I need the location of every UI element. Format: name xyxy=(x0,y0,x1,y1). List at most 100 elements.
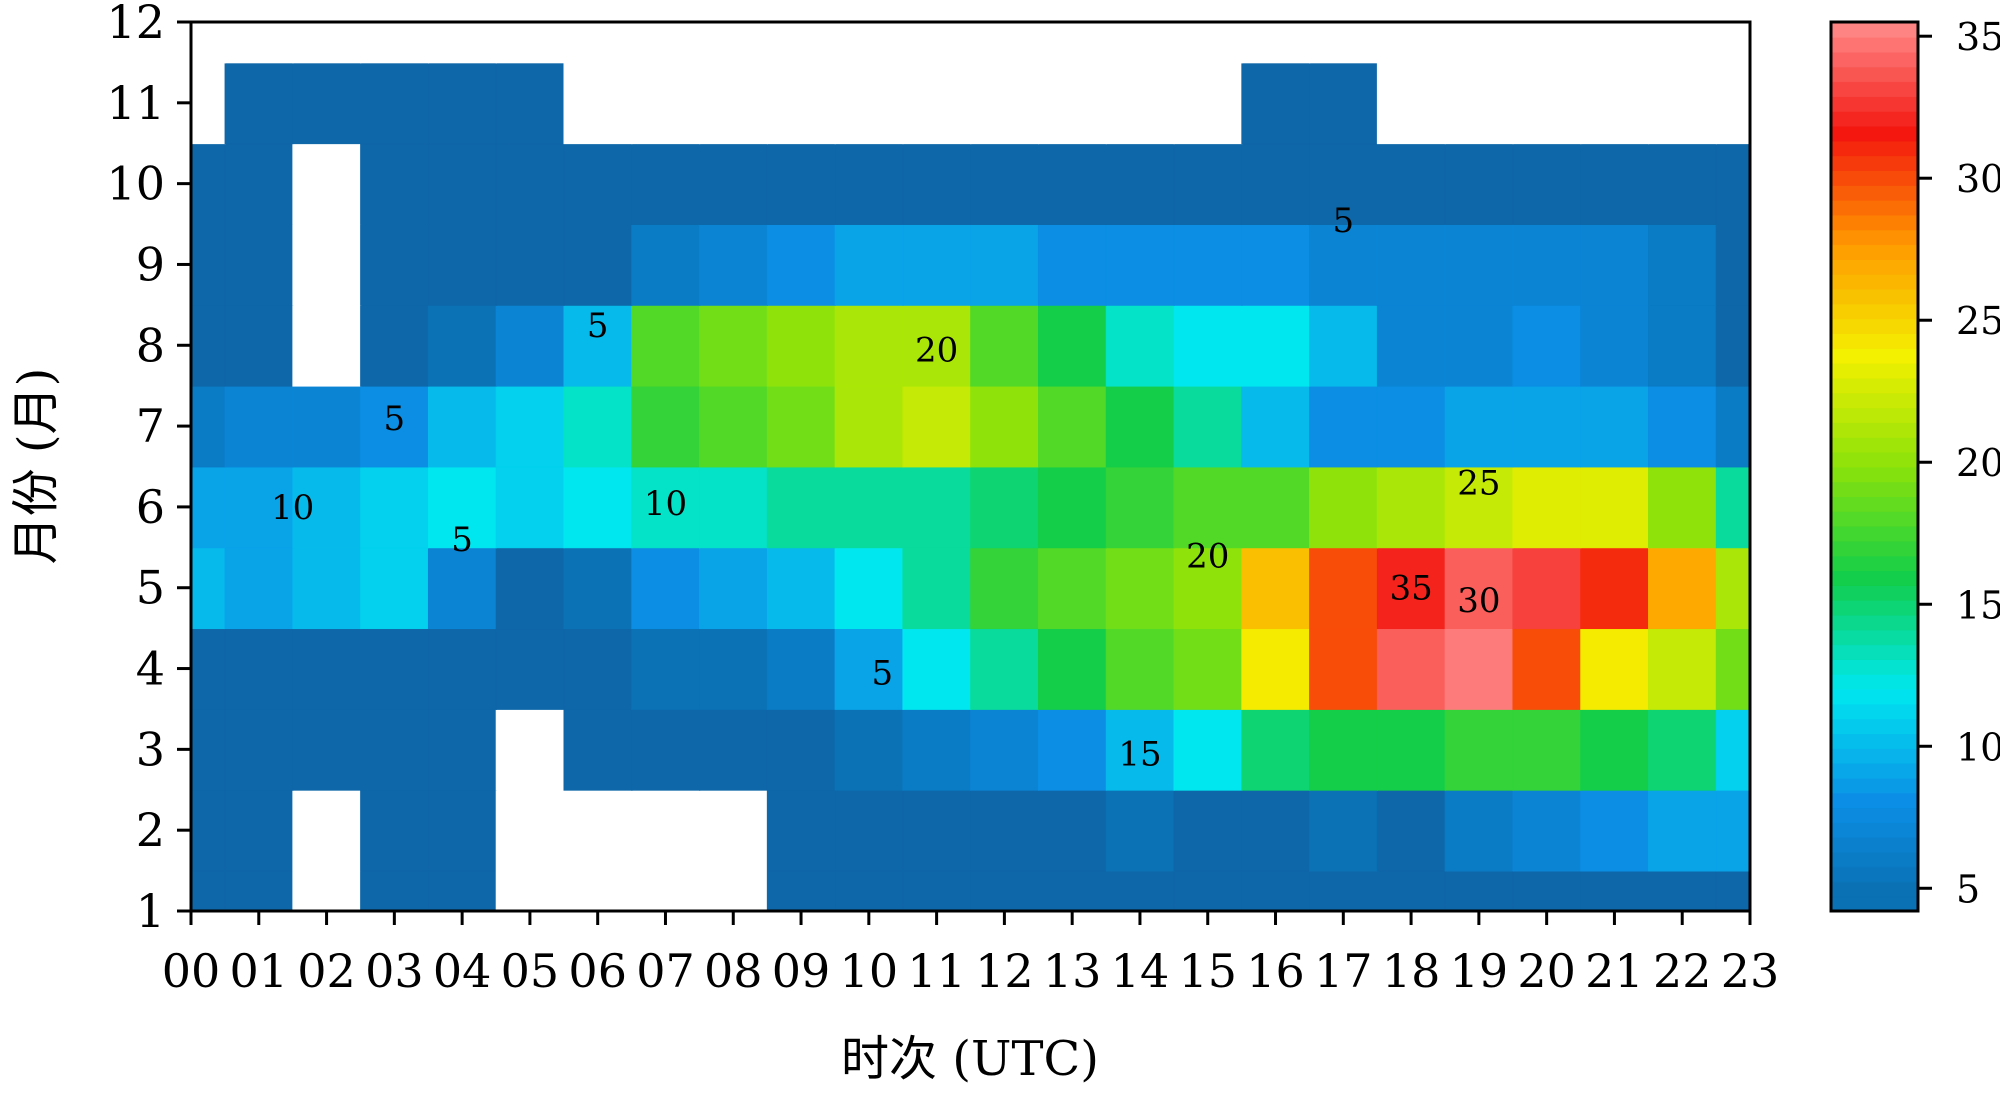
colorbar-tick-label: 30 xyxy=(1956,157,2000,201)
colorbar-band xyxy=(1830,866,1919,883)
heatmap-cell xyxy=(1173,62,1243,145)
heatmap-cell xyxy=(1173,385,1243,468)
heatmap-cell xyxy=(1376,870,1446,911)
heatmap-cell xyxy=(1512,547,1582,630)
heatmap-cell xyxy=(1512,708,1582,791)
heatmap-cell xyxy=(360,304,430,387)
y-tick-label: 1 xyxy=(136,884,165,938)
heatmap-cell xyxy=(834,870,904,911)
heatmap-cell xyxy=(766,708,836,791)
x-tick-label: 23 xyxy=(1721,944,1780,998)
heatmap-cell xyxy=(1105,62,1175,145)
colorbar-band xyxy=(1830,377,1919,394)
heatmap-cell xyxy=(1444,304,1514,387)
heatmap-cells xyxy=(191,22,1750,911)
heatmap-cell xyxy=(1241,547,1311,630)
colorbar-band xyxy=(1830,421,1919,438)
heatmap-cell xyxy=(1309,627,1379,710)
heatmap-cell xyxy=(970,22,1040,64)
heatmap-cell xyxy=(1173,547,1243,630)
heatmap-cell xyxy=(495,62,565,145)
colorbar-band xyxy=(1830,303,1919,320)
colorbar-band xyxy=(1830,155,1919,172)
contour-label: 35 xyxy=(1389,569,1432,609)
colorbar-band xyxy=(1830,214,1919,231)
heatmap-cell xyxy=(1444,547,1514,630)
heatmap-cell xyxy=(1241,142,1311,225)
heatmap-cell xyxy=(834,304,904,387)
y-tick-label: 8 xyxy=(136,318,165,372)
heatmap-cell xyxy=(563,870,633,911)
colorbar-band xyxy=(1830,199,1919,216)
y-tick-label: 11 xyxy=(106,76,165,130)
heatmap-cell xyxy=(191,466,226,549)
heatmap-cell xyxy=(191,62,226,145)
x-tick-label: 02 xyxy=(297,944,356,998)
heatmap-cell xyxy=(1580,385,1650,468)
colorbar-band xyxy=(1830,777,1919,794)
heatmap-cell xyxy=(1444,466,1514,549)
heatmap-cell xyxy=(902,466,972,549)
heatmap-cell xyxy=(1376,304,1446,387)
heatmap-cell xyxy=(563,789,633,872)
heatmap-cell xyxy=(1648,627,1718,710)
heatmap-cell xyxy=(631,22,701,64)
heatmap-cell xyxy=(563,223,633,306)
heatmap-cell xyxy=(699,466,769,549)
heatmap-cell xyxy=(902,789,972,872)
heatmap-cell xyxy=(1241,62,1311,145)
contour-labels: 5 5 5 5 5 10 10 20 20 15 25 35 30 xyxy=(271,201,1500,774)
heatmap-cell xyxy=(427,142,497,225)
colorbar-tick-label: 25 xyxy=(1956,299,2000,343)
heatmap-cell xyxy=(191,223,226,306)
heatmap-cell xyxy=(631,466,701,549)
heatmap-cell xyxy=(970,304,1040,387)
heatmap-cell xyxy=(1173,22,1243,64)
heatmap-cell xyxy=(1512,870,1582,911)
y-tick-label: 10 xyxy=(106,157,165,211)
heatmap-cell xyxy=(1037,62,1107,145)
heatmap-cell xyxy=(1037,466,1107,549)
heatmap-cell xyxy=(902,627,972,710)
colorbar: 5 10 15 20 25 30 35 xyxy=(1829,15,2000,913)
heatmap-cell xyxy=(1105,304,1175,387)
y-tick-label: 7 xyxy=(136,399,165,453)
heatmap-cell xyxy=(834,223,904,306)
heatmap-cell xyxy=(1241,708,1311,791)
heatmap-cell xyxy=(224,22,294,64)
heatmap-cell xyxy=(1580,708,1650,791)
heatmap-cell xyxy=(1715,223,1750,306)
heatmap-cell xyxy=(1309,142,1379,225)
heatmap-cell xyxy=(902,385,972,468)
heatmap-cell xyxy=(191,385,226,468)
heatmap-cell xyxy=(1173,142,1243,225)
heatmap-cell xyxy=(1512,789,1582,872)
heatmap-cell xyxy=(224,62,294,145)
colorbar-band xyxy=(1830,851,1919,868)
x-axis-title: 时次 (UTC) xyxy=(841,1031,1099,1087)
x-tick-label: 07 xyxy=(636,944,695,998)
heatmap-cell xyxy=(1376,789,1446,872)
heatmap-cell xyxy=(1648,142,1718,225)
colorbar-band xyxy=(1830,510,1919,527)
y-tick-label: 5 xyxy=(136,561,165,615)
heatmap-cell xyxy=(1173,627,1243,710)
colorbar-band xyxy=(1830,792,1919,809)
x-tick-label: 11 xyxy=(907,944,966,998)
heatmap-cell xyxy=(224,547,294,630)
colorbar-band xyxy=(1830,184,1919,201)
heatmap-cell xyxy=(699,223,769,306)
heatmap-cell xyxy=(699,62,769,145)
heatmap-cell xyxy=(902,142,972,225)
colorbar-frame xyxy=(1829,20,1920,913)
heatmap-cell xyxy=(1376,708,1446,791)
heatmap-cell xyxy=(834,466,904,549)
heatmap-cell xyxy=(1105,466,1175,549)
colorbar-band xyxy=(1830,673,1919,690)
heatmap-cell xyxy=(1580,547,1650,630)
heatmap-cell xyxy=(191,789,226,872)
heatmap-cell xyxy=(1309,870,1379,911)
heatmap-cell xyxy=(495,547,565,630)
heatmap-cell xyxy=(1648,62,1718,145)
